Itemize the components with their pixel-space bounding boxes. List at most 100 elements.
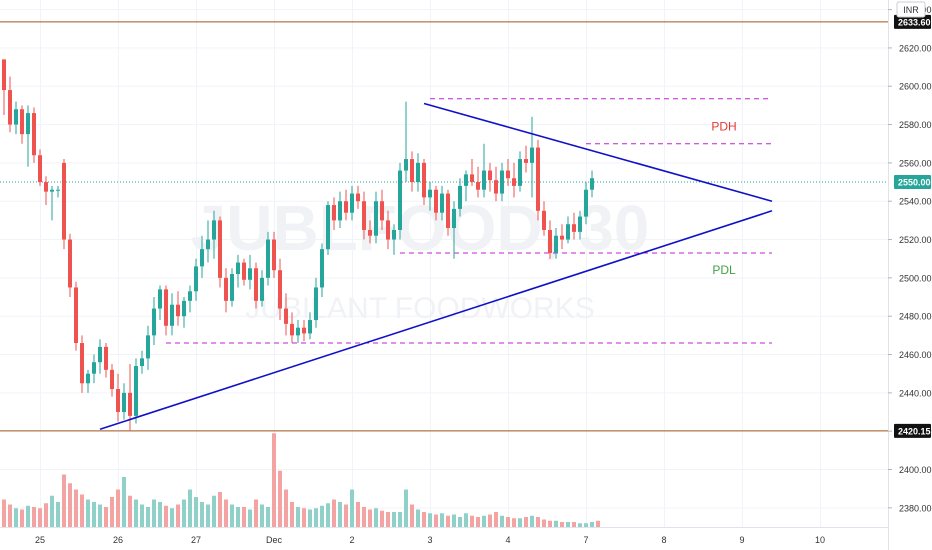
volume-bar xyxy=(242,507,246,527)
candle xyxy=(356,185,360,209)
candle xyxy=(272,231,276,278)
candle-body xyxy=(512,178,516,186)
candle-body xyxy=(278,270,282,309)
candle-body xyxy=(56,189,60,191)
candle xyxy=(494,166,498,202)
volume-bar xyxy=(518,518,522,527)
trendlines[interactable] xyxy=(99,102,773,431)
candle xyxy=(536,139,540,221)
volume-bars xyxy=(2,433,600,527)
volume-bar xyxy=(590,522,594,527)
candle xyxy=(164,285,168,336)
candle xyxy=(476,166,480,198)
candle xyxy=(158,285,162,321)
candle-body xyxy=(458,185,462,209)
candle xyxy=(140,350,144,374)
volume-bar xyxy=(512,518,516,527)
volume-bar xyxy=(32,507,36,527)
candle-body xyxy=(86,373,90,384)
candle xyxy=(218,216,222,288)
candle xyxy=(152,297,156,345)
volume-bar xyxy=(374,508,378,527)
candle-body xyxy=(452,208,456,229)
candle-body xyxy=(284,308,288,324)
candle xyxy=(44,176,48,206)
volume-bar xyxy=(302,508,306,527)
volume-bar xyxy=(362,507,366,527)
candle xyxy=(326,201,330,255)
volume-bar xyxy=(572,522,576,527)
candle-body xyxy=(320,249,324,288)
candle-body xyxy=(254,268,258,301)
volume-bar xyxy=(596,520,600,527)
annotation-pdl: PDL xyxy=(712,263,736,277)
candle-body xyxy=(170,304,174,326)
candle xyxy=(506,159,510,186)
volume-bar xyxy=(344,504,348,527)
candle xyxy=(554,228,558,259)
candle xyxy=(524,145,528,173)
volume-bar xyxy=(44,503,48,527)
volume-bar xyxy=(50,495,54,527)
candle xyxy=(146,325,150,370)
candle-body xyxy=(260,277,264,301)
price-label-box xyxy=(894,423,931,438)
volume-bar xyxy=(476,517,480,527)
candle xyxy=(410,151,414,192)
price-label: 2550.00 xyxy=(898,178,931,188)
candle-body xyxy=(140,358,144,367)
candle xyxy=(212,210,216,259)
candle xyxy=(590,170,594,198)
volume-bar xyxy=(116,489,120,527)
volume-bar xyxy=(56,502,60,527)
candle-body xyxy=(206,239,210,250)
volume-bar xyxy=(110,497,114,527)
candle-body xyxy=(410,159,414,183)
volume-bar xyxy=(98,504,102,527)
volume-bar xyxy=(8,504,12,527)
candle xyxy=(542,201,546,236)
currency-badge[interactable]: INR xyxy=(896,1,926,18)
candle xyxy=(368,220,372,244)
volume-bar xyxy=(380,510,384,527)
time-tick-label: 2 xyxy=(349,535,354,545)
volume-bar xyxy=(284,489,288,527)
trendline[interactable] xyxy=(99,210,773,431)
candle xyxy=(248,254,252,290)
candle xyxy=(188,285,192,313)
volume-bar xyxy=(272,433,276,527)
candle xyxy=(20,105,24,144)
volume-bar xyxy=(500,515,504,527)
candle-body xyxy=(128,392,132,416)
candle xyxy=(470,159,474,186)
volume-bar xyxy=(170,508,174,527)
volume-bar xyxy=(392,512,396,527)
candle-body xyxy=(482,170,486,190)
candle-body xyxy=(44,182,48,192)
volume-bar xyxy=(308,509,312,527)
volume-bar xyxy=(26,505,30,527)
candle xyxy=(392,224,396,255)
candle xyxy=(518,151,522,192)
price-axis[interactable]: 2380.002400.002420.002440.002460.002480.… xyxy=(888,0,932,550)
price-tick-label: 2520.00 xyxy=(899,235,932,245)
volume-bar xyxy=(212,495,216,527)
volume-bar xyxy=(386,512,390,527)
candle-body xyxy=(566,224,570,240)
candle xyxy=(128,364,132,432)
trendline[interactable] xyxy=(423,102,773,202)
candle xyxy=(8,76,12,133)
time-axis[interactable]: 25 26 27 Dec 2 3 4 7 8 9 10 xyxy=(0,527,888,550)
currency-label: INR xyxy=(903,5,919,15)
candle xyxy=(332,197,336,230)
volume-bar xyxy=(206,504,210,527)
candle xyxy=(338,191,342,229)
candle-body xyxy=(62,162,66,240)
candle xyxy=(74,281,78,351)
candle-body xyxy=(38,155,42,183)
volume-bar xyxy=(356,502,360,527)
candle-body xyxy=(98,346,102,363)
volume-bar xyxy=(578,523,582,527)
volume-bar xyxy=(398,512,402,527)
